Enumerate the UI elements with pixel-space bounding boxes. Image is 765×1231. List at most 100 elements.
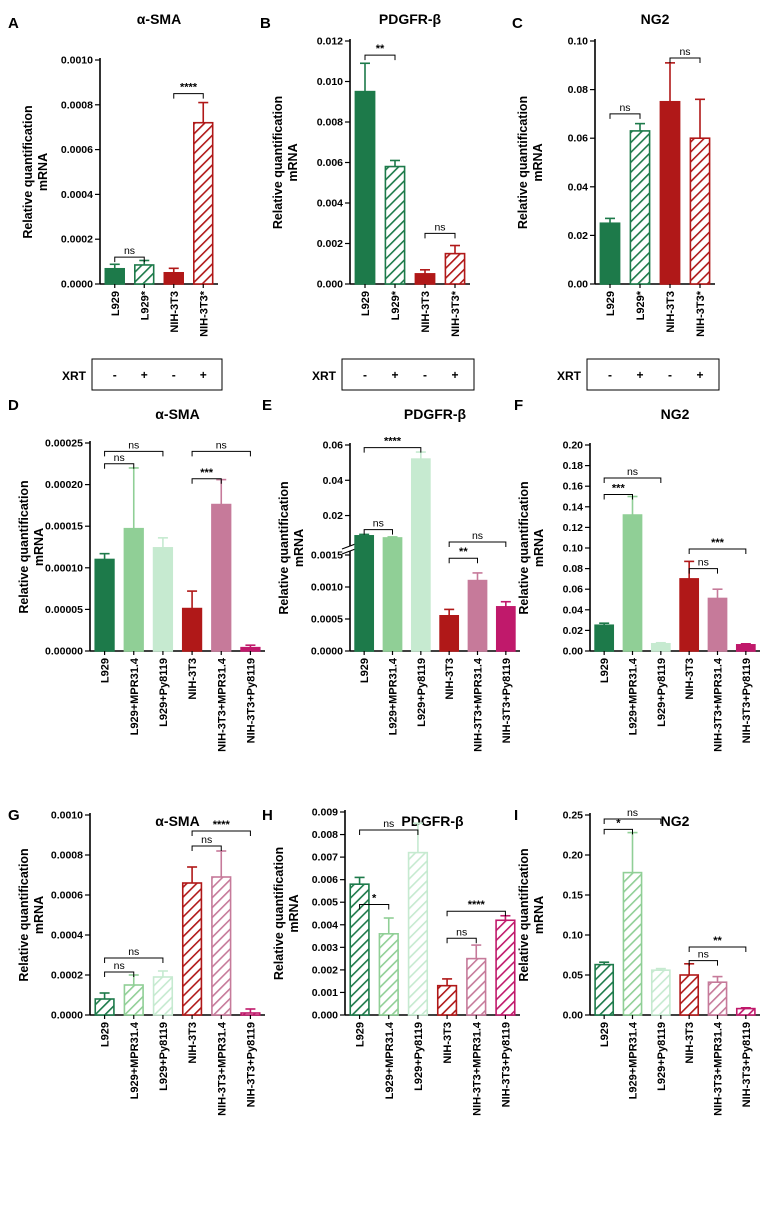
y-tick-label: 0.004 <box>312 919 338 931</box>
significance-bracket <box>603 493 633 500</box>
y-tick-label: 0.00020 <box>45 479 83 491</box>
significance-bracket <box>603 828 633 835</box>
y-axis-label: mRNA <box>532 896 546 934</box>
category-label: L929 <box>100 1022 112 1047</box>
significance-label: ns <box>216 439 227 451</box>
y-tick-label: 0.00010 <box>45 562 83 574</box>
chart-title: NG2 <box>661 813 690 829</box>
y-tick-label: 0.08 <box>563 563 584 575</box>
significance-label: *** <box>200 467 214 479</box>
panel-b: B PDGFR-β 0.000 0.002 0.004 0.006 0.008 0.010 0.… <box>260 11 475 391</box>
chart-title: α-SMA <box>137 11 181 27</box>
panel-i: I NG2 0.00 0.05 0.10 0.15 0.20 0.25 Relative qua… <box>514 807 760 1116</box>
significance-bracket <box>669 57 701 64</box>
significance-bracket <box>688 568 718 574</box>
y-axis-label: Relative quantification <box>21 105 35 238</box>
y-tick-label: 0.0010 <box>51 810 83 822</box>
xrt-label: XRT <box>62 369 87 383</box>
category-label: L929* <box>390 290 402 320</box>
significance-bracket <box>104 450 164 457</box>
y-tick-label: 0.18 <box>563 460 584 472</box>
panel-label: I <box>514 807 518 824</box>
category-label: NIH-3T3+Py8119 <box>741 658 753 743</box>
y-axis-label: mRNA <box>286 143 300 181</box>
y-tick-label: 0.0004 <box>51 930 83 942</box>
bar-nih-3t3-mpr31-4 <box>467 579 488 652</box>
xrt-table <box>341 358 475 391</box>
y-tick-label: 0.20 <box>563 440 584 452</box>
y-tick-label: 0.0010 <box>61 55 93 67</box>
bar-nih-3t3-mpr31-4 <box>211 876 232 1016</box>
category-label: NIH-3T3* <box>198 290 210 337</box>
significance-label: **** <box>213 819 231 831</box>
y-tick-label: 0.006 <box>312 874 338 886</box>
significance-label: ns <box>128 946 139 958</box>
significance-bracket <box>688 946 747 952</box>
category-label: NIH-3T3 <box>444 658 456 700</box>
y-tick-label: 0.12 <box>563 522 584 534</box>
category-label: L929+MPR31.4 <box>129 657 141 735</box>
bar-nih-3t3- <box>193 121 214 285</box>
y-axis-label: Relative quantification <box>271 96 285 229</box>
category-label: L929 <box>110 291 122 316</box>
category-label: NIH-3T3+MPR31.4 <box>713 1021 725 1116</box>
y-tick-label: 0.00025 <box>45 438 83 450</box>
bar-l929- <box>629 130 651 285</box>
chart-title: α-SMA <box>155 813 199 829</box>
y-tick-label: 0.02 <box>323 510 344 522</box>
category-label: L929+Py8119 <box>656 658 668 727</box>
significance-label: * <box>616 817 621 829</box>
bar-l929-mpr31-4 <box>378 932 399 1016</box>
category-label: L929* <box>635 290 647 320</box>
category-label: NIH-3T3+Py8119 <box>245 1022 257 1107</box>
category-label: L929 <box>599 1022 611 1047</box>
y-tick-label: 0.002 <box>312 964 338 976</box>
bar-l929 <box>594 624 615 652</box>
y-tick-label: 0.05 <box>563 970 584 982</box>
significance-bracket <box>448 541 507 547</box>
bar-l929-py8119 <box>650 642 671 652</box>
bar-nih-3t3-mpr31-4 <box>466 957 487 1016</box>
y-tick-label: 0.00000 <box>45 646 83 658</box>
y-axis-label: Relative quantification <box>277 481 291 614</box>
y-axis-label: mRNA <box>531 143 545 181</box>
bar-l929 <box>599 222 621 285</box>
panel-label: E <box>262 397 272 414</box>
y-tick-label: 0.06 <box>568 133 589 145</box>
significance-bracket <box>191 478 222 484</box>
significance-label: ns <box>124 245 135 257</box>
significance-bracket <box>688 548 747 555</box>
y-tick-label: 0.006 <box>317 157 343 169</box>
significance-label: ns <box>114 960 125 972</box>
y-tick-label: 0.00015 <box>45 521 83 533</box>
xrt-sign: - <box>423 368 427 382</box>
significance-bracket <box>114 256 145 263</box>
xrt-sign: + <box>696 368 703 382</box>
significance-label: ns <box>627 807 638 819</box>
category-label: NIH-3T3 <box>442 1022 454 1064</box>
category-label: NIH-3T3+MPR31.4 <box>216 1021 228 1116</box>
bar-l929-mpr31-4 <box>382 537 403 652</box>
xrt-sign: - <box>113 368 117 382</box>
significance-label: ns <box>698 949 709 961</box>
category-label: L929+MPR31.4 <box>384 1021 396 1099</box>
y-tick-label: 0.002 <box>317 238 343 250</box>
y-tick-label: 0.0004 <box>61 189 93 201</box>
panel-label: H <box>262 807 273 824</box>
xrt-sign: - <box>363 368 367 382</box>
significance-label: ns <box>114 452 125 464</box>
panel-e: E PDGFR-β 0.0000 0.0005 0.0010 0.0015 0.02 0.04… <box>262 397 520 752</box>
bar-l929-mpr31-4 <box>123 527 144 652</box>
category-label: NIH-3T3* <box>450 290 462 337</box>
bar-l929 <box>349 883 370 1016</box>
significance-bracket <box>363 447 422 453</box>
bar-nih-3t3-mpr31-4 <box>707 597 728 652</box>
bar-l929 <box>354 535 375 652</box>
panel-label: F <box>514 397 523 414</box>
bar-l929- <box>384 165 406 285</box>
xrt-sign: + <box>391 368 398 382</box>
chart-title: α-SMA <box>155 406 199 422</box>
category-label: L929+MPR31.4 <box>388 657 400 735</box>
y-tick-label: 0.02 <box>568 230 589 242</box>
